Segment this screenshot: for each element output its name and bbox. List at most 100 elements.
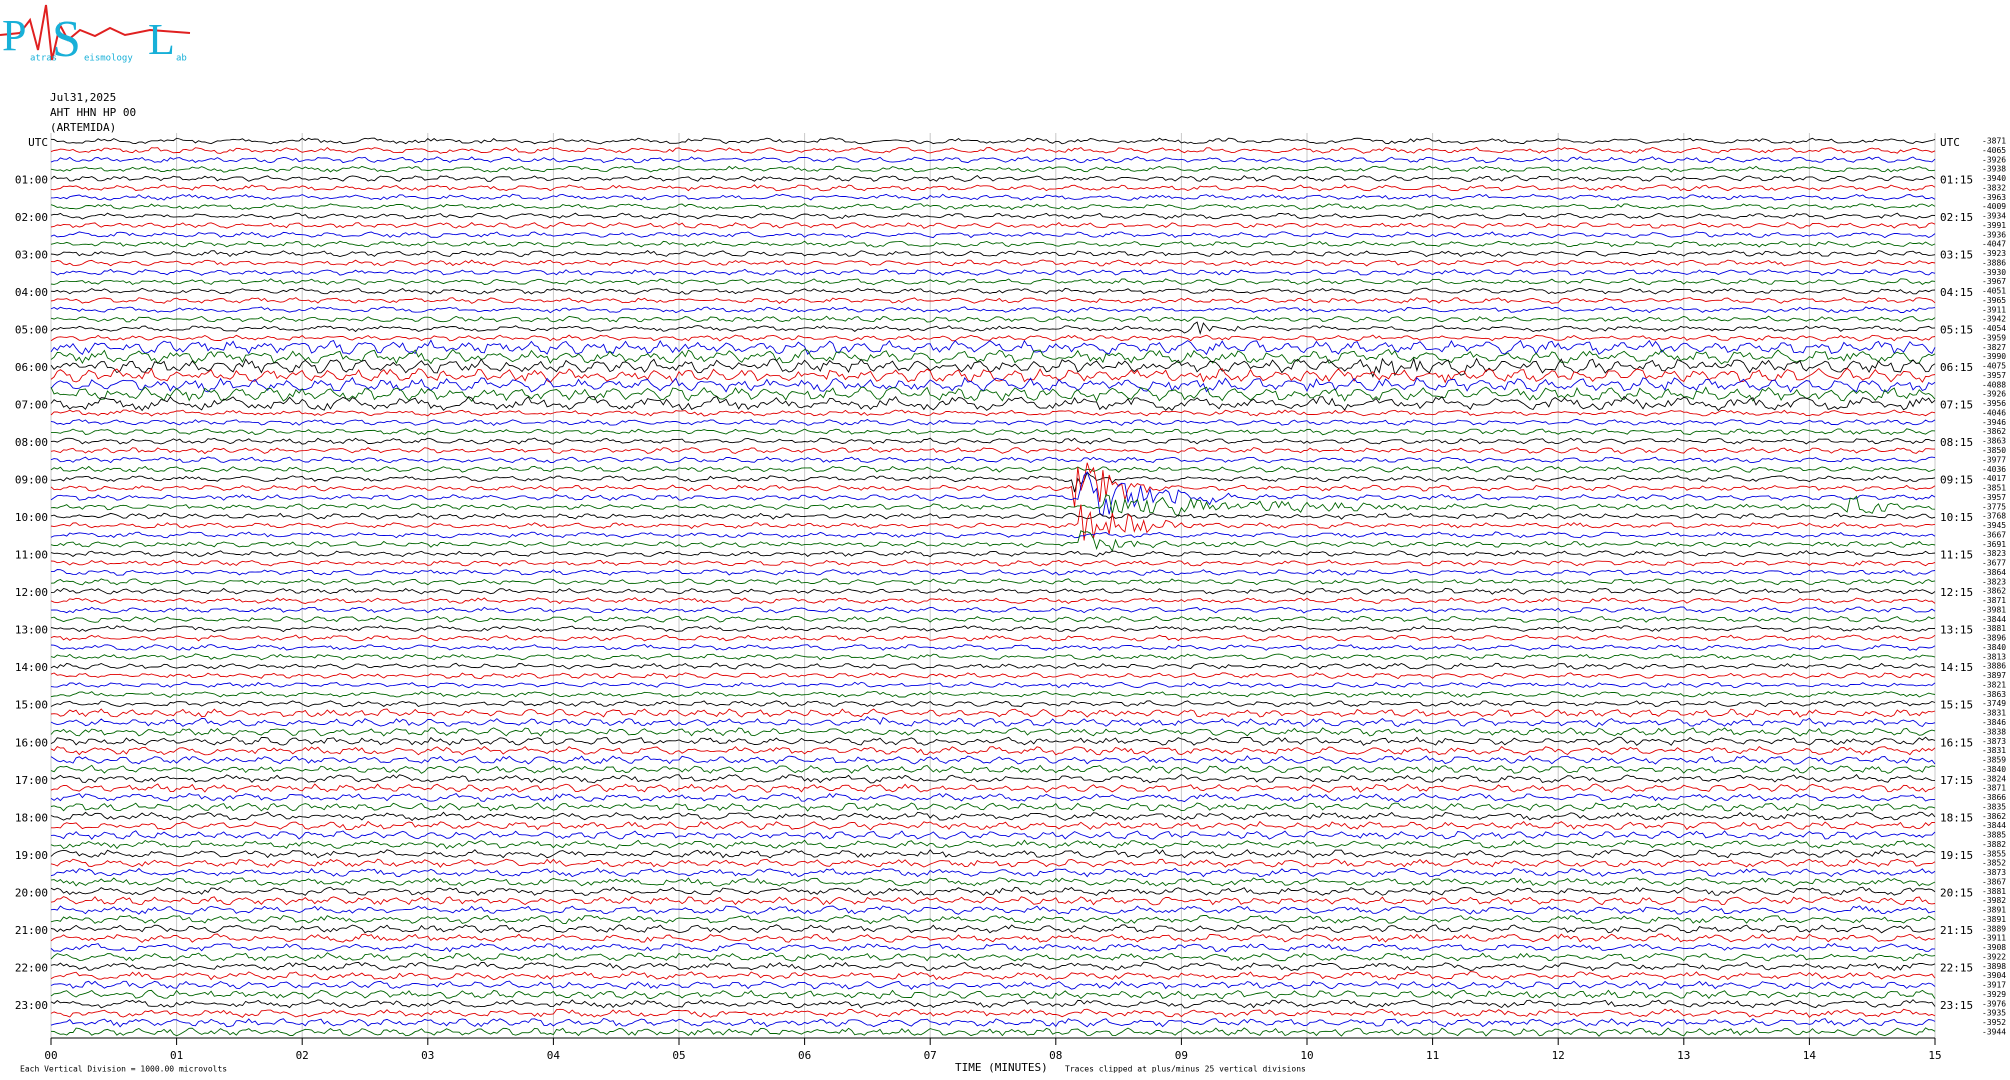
trace [50,597,1936,605]
right-time-label: 16:15 [1940,736,1973,749]
row-offset: -3976 [1982,999,2006,1008]
row-offset: -3959 [1982,333,2006,342]
row-offset: -3768 [1982,512,2006,521]
left-time-label: 14:00 [15,661,48,674]
right-time-label: 02:15 [1940,211,1973,224]
trace [50,348,1936,365]
row-offset: -4017 [1982,474,2006,483]
left-time-label: 21:00 [15,924,48,937]
right-time-label: 21:15 [1940,924,1973,937]
row-offset: -3863 [1982,437,2006,446]
traces [50,137,1936,1037]
left-time-label: 08:00 [15,436,48,449]
row-offset: -3885 [1982,831,2006,840]
x-tick-label: 12 [1552,1049,1565,1062]
trace [50,465,1936,473]
row-offset: -3813 [1982,652,2006,661]
trace [50,447,1935,455]
row-offset: -3835 [1982,802,2006,811]
trace [50,999,1936,1009]
x-tick-label: 02 [296,1049,309,1062]
trace [50,357,1936,378]
row-offset: -4046 [1982,408,2006,417]
row-offset: -3917 [1982,981,2006,990]
row-offset: -3929 [1982,990,2006,999]
trace [50,643,1936,651]
trace [50,914,1936,925]
trace [50,587,1936,595]
trace [50,395,1936,412]
row-offset: -4054 [1982,324,2006,333]
row-offset: -3938 [1982,165,2006,174]
trace [50,386,1936,402]
row-offset: -3881 [1982,624,2006,633]
row-offset: -3930 [1982,268,2006,277]
row-offset: -3936 [1982,230,2006,239]
x-tick-label: 14 [1803,1049,1817,1062]
trace [50,755,1936,765]
trace [50,321,1936,336]
row-offset: -4036 [1982,465,2006,474]
x-tick-label: 00 [44,1049,57,1062]
row-offset: -3838 [1982,727,2006,736]
right-time-label: 09:15 [1940,474,1973,487]
row-offset: -3749 [1982,699,2006,708]
right-time-label: 04:15 [1940,286,1973,299]
row-offset: -4075 [1982,362,2006,371]
clip-note: Traces clipped at plus/minus 25 vertical… [1065,1065,1306,1074]
trace [50,716,1936,728]
trace [50,550,1936,558]
right-time-label: 13:15 [1940,624,1973,637]
row-offset: -3832 [1982,183,2006,192]
row-offset: -3823 [1982,577,2006,586]
trace [50,849,1936,859]
left-time-label: 07:00 [15,399,48,412]
header-line: (ARTEMIDA) [50,121,116,134]
row-offset: -3873 [1982,737,2006,746]
row-offset: -3864 [1982,568,2006,577]
row-offset: -3866 [1982,793,2006,802]
trace [50,409,1936,417]
row-offset: -3926 [1982,390,2006,399]
left-time-label: 11:00 [15,549,48,562]
trace [50,175,1936,182]
row-offset: -3846 [1982,718,2006,727]
row-offset: -3926 [1982,155,2006,164]
left-time-label: 02:00 [15,211,48,224]
x-tick-label: 01 [170,1049,183,1062]
row-offset: -3891 [1982,906,2006,915]
left-time-label: 12:00 [15,586,48,599]
row-offset: -4051 [1982,287,2006,296]
row-offset: -3881 [1982,887,2006,896]
row-offset: -3908 [1982,943,2006,952]
row-offset: -3891 [1982,915,2006,924]
row-offset: -3967 [1982,277,2006,286]
row-offset: -3821 [1982,680,2006,689]
row-offset: -3922 [1982,952,2006,961]
trace [50,774,1936,784]
trace [50,334,1936,342]
row-offset: -3889 [1982,924,2006,933]
left-time-label: 01:00 [15,174,48,187]
trace [50,961,1936,972]
trace [50,662,1936,670]
trace [50,146,1936,154]
left-time-label: 03:00 [15,249,48,262]
row-offset: -3956 [1982,399,2006,408]
trace [50,681,1936,689]
right-time-label: 06:15 [1940,361,1973,374]
logo-text: ab [176,54,187,64]
trace [50,700,1936,708]
row-offset: -3775 [1982,502,2006,511]
trace [50,259,1936,267]
logo-letter: L [148,15,175,64]
trace [50,367,1936,384]
logo: P atras S eismology L ab [0,4,191,68]
trace [50,1008,1936,1018]
labels: 00 01 02 03 04 05 06 07 08 09 10 11 12 13 14 15 UTC 01:00… [15,136,2006,1062]
row-offset: -3911 [1982,305,2006,314]
row-offset: -3904 [1982,971,2006,980]
trace [50,137,1936,145]
row-offset: -3981 [1982,605,2006,614]
trace [50,802,1936,812]
